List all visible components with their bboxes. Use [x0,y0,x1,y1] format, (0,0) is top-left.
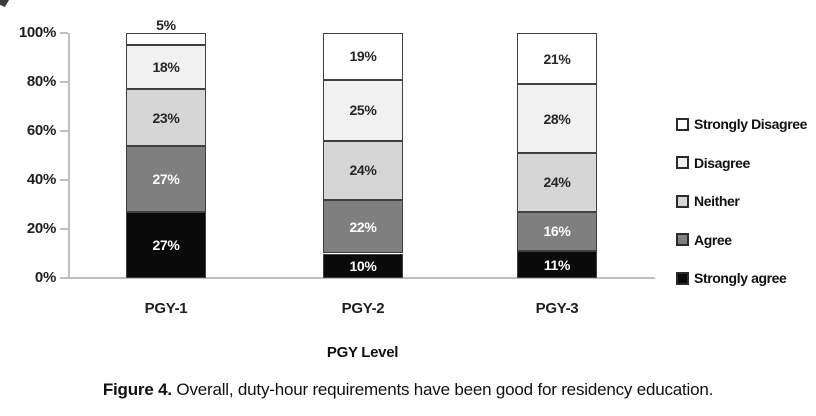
bar-segment-label: 5% [156,17,176,33]
y-tick-label: 20% [26,220,56,237]
y-tick-mark [60,277,68,279]
legend-swatch-neither [676,194,689,208]
bar-segment-agree [126,145,206,212]
bar-segment-strongly-disagree [126,33,206,46]
legend-item-disagree: Disagree [676,144,807,183]
bar-segment-label: 27% [152,170,180,187]
bar-segment-label: 28% [543,110,571,127]
bar-segment-strongly-disagree [517,33,597,85]
figure-caption-number: Figure 4. [102,380,172,399]
legend-item-strongly-disagree: Strongly Disagree [676,105,807,144]
y-tick-mark [60,81,68,83]
figure-caption-text: Overall, duty-hour requirements have bee… [176,380,714,399]
legend-swatch-strongly-disagree [676,117,689,131]
legend-item-neither: Neither [676,182,807,221]
bar-segment-label: 10% [349,257,377,274]
bar-segment-label: 11% [543,256,571,273]
legend-label: Neither [694,193,740,210]
legend-swatch-strongly-agree [676,271,689,285]
legend-item-strongly-agree: Strongly agree [676,259,807,298]
category-label-pgy-1: PGY-1 [144,300,188,317]
x-axis-title: PGY Level [326,344,399,361]
y-tick-label: 40% [26,171,56,188]
y-axis-line [68,33,70,279]
x-axis-line [68,277,655,279]
chart-legend: Strongly Disagree Disagree Neither Agree Str… [676,105,807,298]
bar-segment-strongly-agree [323,253,403,278]
legend-label: Strongly agree [694,270,787,287]
legend-label: Agree [694,231,732,248]
bar-segment-strongly-agree [126,211,206,278]
bar-segment-disagree [517,84,597,154]
y-tick-label: 60% [26,122,56,139]
bar-segment-neither [323,140,403,200]
legend-item-agree: Agree [676,221,807,260]
bar-segment-label: 21% [543,50,571,67]
bar-segment-label: 16% [543,223,571,240]
y-tick-label: 0% [34,269,56,286]
y-tick-mark [60,130,68,132]
category-label-pgy-2: PGY-2 [341,300,385,317]
bar-segment-label: 24% [543,174,571,191]
y-tick-label: 100% [18,24,56,41]
bar-segment-disagree [126,45,206,90]
legend-swatch-agree [676,233,689,247]
legend-label: Disagree [694,154,750,171]
y-tick-mark [60,228,68,230]
legend-swatch-disagree [676,156,689,170]
bar-segment-label: 23% [152,109,180,126]
bar-segment-label: 24% [349,162,377,179]
bar-segment-strongly-disagree [323,33,403,80]
y-tick-mark [60,179,68,181]
bar-segment-label: 22% [349,218,377,235]
bar-segment-disagree [323,79,403,141]
bar-segment-label: 18% [152,59,180,76]
y-tick-mark [60,32,68,34]
bar-segment-label: 25% [349,102,377,119]
category-label-pgy-3: PGY-3 [535,300,579,317]
bar-segment-strongly-agree [517,251,597,278]
scan-artifact [0,0,9,7]
bar-segment-label: 27% [152,236,180,253]
bar-segment-neither [126,89,206,146]
bar-segment-label: 19% [349,48,377,65]
bar-segment-neither [517,153,597,212]
y-tick-label: 80% [26,73,56,90]
figure-caption: Figure 4. Overall, duty-hour requirement… [0,380,816,400]
legend-label: Strongly Disagree [694,116,808,133]
bar-segment-agree [517,211,597,252]
bar-segment-agree [323,199,403,254]
